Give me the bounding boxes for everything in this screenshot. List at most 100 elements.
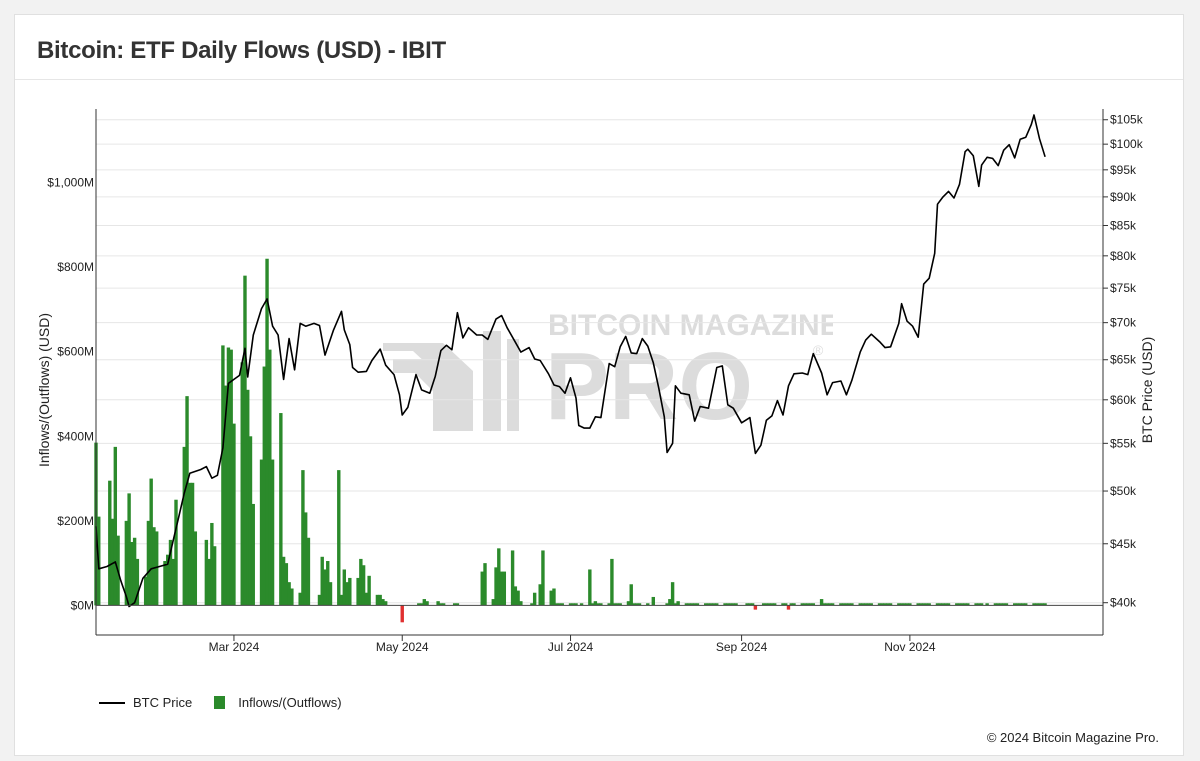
flow-bar-211 [1004, 603, 1009, 606]
flow-bar-23 [188, 482, 192, 606]
flow-bar-157 [792, 603, 796, 606]
flow-bar-2 [108, 480, 112, 606]
flow-bar-72 [383, 601, 388, 606]
flow-bar-128 [676, 601, 680, 606]
right-tick-label-10: $90k [1110, 190, 1137, 204]
flow-bar-60 [339, 594, 344, 606]
flow-bar-90 [510, 550, 515, 606]
flow-bar-167 [830, 603, 835, 606]
flow-bar-193 [935, 603, 940, 606]
flow-bar-169 [841, 603, 846, 606]
flow-bar-80 [441, 603, 446, 606]
flow-bar-75 [419, 603, 424, 606]
flow-bar-43 [268, 349, 272, 606]
flow-bar-170 [844, 603, 849, 606]
flow-bar-210 [1001, 603, 1006, 606]
flow-bar-138 [715, 603, 719, 606]
flow-bar-44 [270, 459, 275, 606]
flow-bar-205 [979, 603, 984, 606]
flow-bar-93 [519, 601, 523, 606]
right-tick-label-5: $65k [1110, 353, 1137, 367]
flow-bar-158 [800, 603, 804, 606]
flow-bar-208 [996, 603, 1000, 606]
flow-bar-108 [590, 603, 595, 606]
flow-bar-163 [819, 599, 824, 606]
flow-bar-68 [367, 575, 371, 606]
flow-bar-118 [629, 584, 633, 606]
flow-bar-144 [745, 603, 749, 606]
flow-bar-22 [185, 396, 189, 606]
flow-bar-212 [1013, 603, 1017, 606]
right-tick-label-3: $55k [1110, 436, 1137, 450]
flow-bar-156 [789, 603, 793, 606]
price-line-swatch-icon [99, 701, 125, 704]
flow-bar-122 [646, 603, 650, 606]
flow-bar-180 [883, 603, 887, 606]
legend-item-price[interactable]: BTC Price [99, 695, 192, 710]
flow-bar-9 [132, 537, 137, 606]
flow-bar-216 [1024, 603, 1028, 606]
flow-bar-155 [786, 605, 791, 610]
flow-bar-49 [290, 588, 294, 606]
flow-bar-65 [359, 558, 363, 606]
flow-bar-203 [974, 603, 978, 606]
flow-bar-175 [864, 603, 868, 606]
flow-bar-106 [579, 603, 584, 606]
flow-bar-206 [985, 603, 989, 606]
flow-bar-197 [946, 603, 951, 606]
flow-bar-168 [839, 603, 843, 606]
flow-bar-190 [921, 603, 926, 606]
flow-bar-12 [146, 520, 151, 606]
flow-bar-133 [695, 603, 700, 606]
copyright: © 2024 Bitcoin Magazine Pro. [986, 730, 1159, 745]
right-tick-label-4: $60k [1110, 393, 1137, 407]
flow-bar-198 [955, 603, 959, 606]
flow-bar-217 [1032, 603, 1036, 606]
flow-bar-6 [124, 520, 129, 606]
flow-bar-swatch-icon [214, 696, 226, 709]
flow-bar-131 [690, 603, 694, 606]
flow-bar-136 [709, 603, 713, 606]
flow-bar-19 [171, 558, 175, 606]
flow-bar-87 [497, 548, 501, 606]
x-tick-label-3: Sep 2024 [716, 640, 768, 654]
flow-bar-204 [977, 603, 981, 606]
flow-bar-38 [248, 436, 253, 606]
flow-bar-37 [246, 389, 250, 606]
flow-bar-21 [182, 446, 186, 606]
flow-bar-199 [957, 603, 962, 606]
flow-bar-183 [897, 603, 901, 606]
flow-bar-94 [530, 603, 534, 606]
flow-bar-164 [822, 603, 827, 606]
flow-bar-86 [494, 567, 498, 606]
flow-bar-103 [568, 603, 573, 606]
flow-bar-171 [847, 603, 851, 606]
left-tick-label-1: $200M [57, 514, 94, 528]
flow-bar-36 [243, 275, 247, 606]
flow-bar-31 [223, 385, 228, 606]
flow-bar-55 [320, 556, 324, 606]
legend-item-flows[interactable]: Inflows/(Outflows) [214, 695, 342, 710]
flow-bar-14 [152, 527, 156, 606]
right-tick-label-6: $70k [1110, 316, 1137, 330]
flow-bar-218 [1035, 603, 1039, 606]
right-tick-label-12: $100k [1110, 137, 1144, 151]
x-tick-label-4: Nov 2024 [884, 640, 936, 654]
flow-bar-70 [378, 594, 382, 606]
flow-bar-11 [143, 576, 148, 606]
flow-bar-139 [723, 603, 727, 606]
flow-bar-29 [212, 546, 217, 606]
x-axis-ticks: Mar 2024 May 2024 Jul 2024 Sep 2024 Nov 2024 [209, 635, 936, 654]
flow-bar-188 [916, 603, 920, 606]
flow-bar-160 [806, 603, 810, 606]
flow-bar-172 [850, 603, 854, 606]
flow-bar-82 [455, 603, 460, 606]
title-divider [15, 79, 1183, 80]
legend: BTC Price Inflows/(Outflows) [99, 695, 364, 710]
flow-bar-192 [927, 603, 931, 606]
flow-bar-17 [166, 554, 170, 606]
right-tick-label-8: $80k [1110, 249, 1137, 263]
flow-bar-149 [764, 603, 769, 606]
flow-bar-110 [596, 603, 600, 606]
flow-bar-71 [381, 599, 385, 606]
